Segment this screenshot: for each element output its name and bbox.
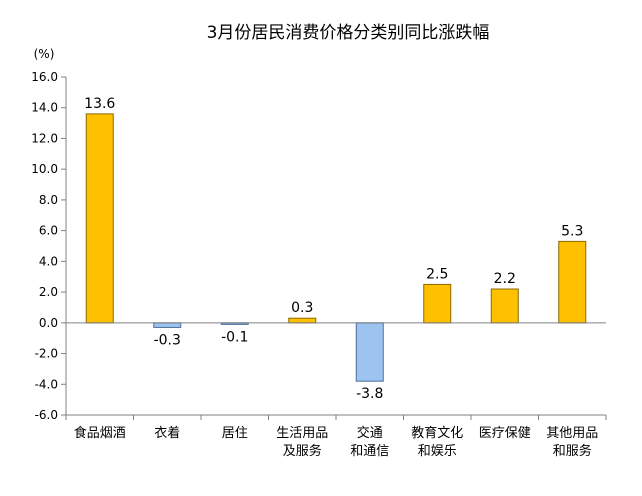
category-label: 教育文化: [411, 425, 463, 441]
bar: [558, 240, 587, 324]
category-label: 居住: [222, 426, 248, 441]
y-tick-label: 8.0: [39, 193, 58, 207]
axes: [65, 77, 607, 420]
bar: [85, 113, 114, 324]
data-label: 0.3: [291, 300, 313, 316]
data-label: -0.3: [154, 332, 181, 348]
y-tick-label: 10.0: [31, 162, 58, 176]
y-tick-label: 6.0: [39, 224, 58, 238]
bars: 13.6 -0.3 -0.1 0.3 -3.8 2.5 2.2 5.3: [84, 96, 587, 402]
y-tick-label: 12.0: [31, 131, 58, 145]
bar: [490, 288, 519, 324]
y-tick-label: -6.0: [35, 408, 58, 422]
category-label: 生活用品: [276, 426, 328, 441]
data-label: 5.3: [561, 223, 583, 239]
bar: [355, 322, 384, 382]
category-label: 食品烟酒: [74, 425, 126, 441]
data-label: 2.5: [426, 266, 448, 282]
category-label: 及服务: [283, 443, 322, 459]
y-tick-label: 0.0: [39, 316, 58, 330]
y-tick-label: 14.0: [31, 101, 58, 115]
data-label: -3.8: [356, 386, 383, 402]
data-label: 13.6: [84, 96, 115, 112]
category-label: 和娱乐: [418, 444, 457, 459]
bar: [153, 322, 182, 328]
category-label: 交通: [357, 425, 383, 441]
bar: [288, 317, 317, 324]
y-tick-label: 2.0: [39, 285, 58, 299]
y-tick-label: -2.0: [35, 347, 58, 361]
category-label: 和通信: [350, 444, 389, 459]
y-axis-unit: (%): [34, 47, 55, 61]
y-axis: -6.0 -4.0 -2.0 0.0 2.0 4.0 6.0 8.0 10.0 12.0 14.0 1…: [31, 70, 66, 422]
data-label: 2.2: [494, 271, 516, 287]
y-tick-label: -4.0: [35, 377, 58, 391]
y-tick-label: 4.0: [39, 254, 58, 268]
category-label: 医疗保健: [479, 426, 531, 441]
bar: [423, 283, 452, 324]
chart-title: 3月份居民消费价格分类别同比涨跌幅: [207, 23, 490, 43]
category-label: 衣着: [154, 425, 180, 441]
category-label: 和服务: [553, 443, 592, 459]
data-label: -0.1: [221, 329, 248, 345]
category-label: 其他用品: [546, 426, 598, 441]
y-tick-label: 16.0: [31, 70, 58, 84]
